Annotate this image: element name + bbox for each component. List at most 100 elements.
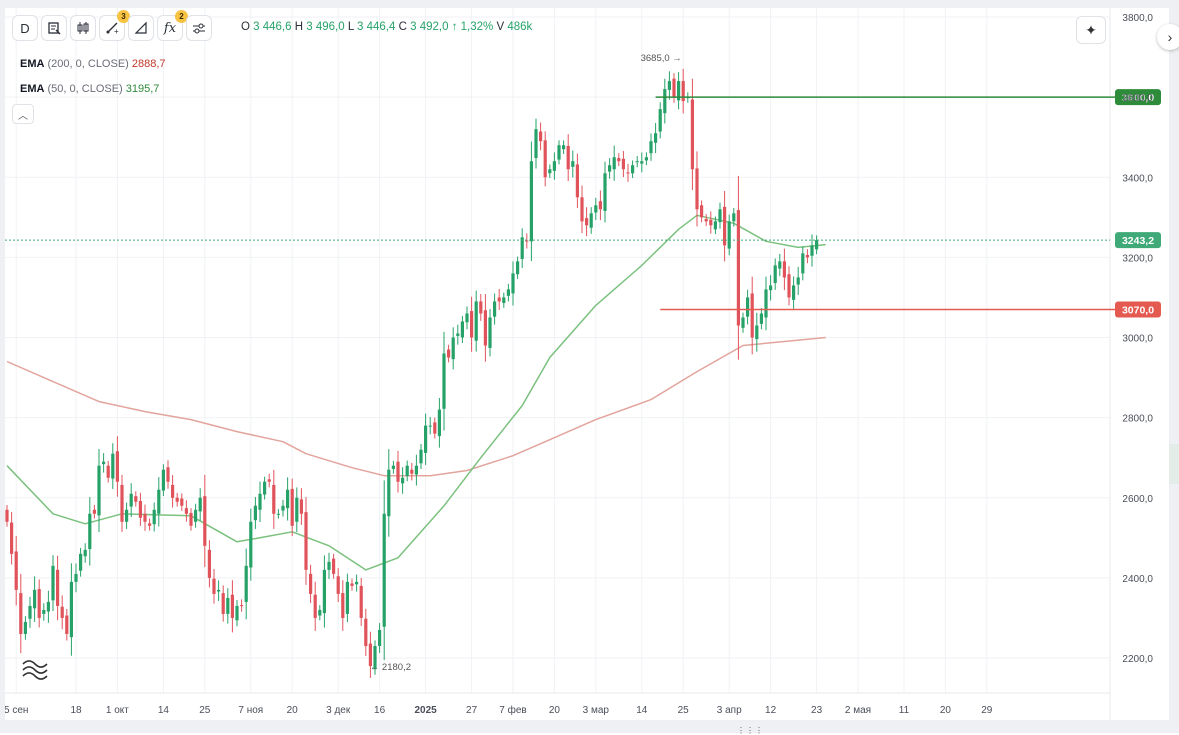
candle-body[interactable] [290,488,294,526]
candle-body[interactable] [240,605,244,607]
candle-body[interactable] [111,453,115,479]
candle-body[interactable] [700,205,704,218]
candle-body[interactable] [557,145,561,160]
candle-body[interactable] [488,317,492,348]
candle-body[interactable] [203,496,207,546]
next-panel-button[interactable]: › [1157,24,1179,50]
candle-body[interactable] [166,467,170,482]
ruler-button[interactable] [128,15,154,41]
candle-body[interactable] [575,164,579,198]
candle-body[interactable] [626,172,630,174]
candle-body[interactable] [106,465,110,478]
candle-body[interactable] [97,465,101,516]
candle-body[interactable] [79,553,83,571]
candlestick-chart[interactable]: 3600,03070,03243,23800,03600,03400,03200… [5,8,1169,720]
candle-body[interactable] [295,497,299,522]
candle-body[interactable] [152,509,156,525]
candle-body[interactable] [272,484,276,514]
candle-body[interactable] [603,173,607,211]
candle-body[interactable] [493,301,497,317]
candle-body[interactable] [125,509,129,522]
candle-body[interactable] [658,109,662,132]
candle-body[interactable] [161,469,165,491]
candle-body[interactable] [88,513,92,550]
candle-body[interactable] [608,165,612,172]
candle-body[interactable] [345,581,349,614]
candle-body[interactable] [621,158,625,170]
candle-body[interactable] [207,549,211,578]
candle-body[interactable] [437,409,441,437]
candle-body[interactable] [134,496,138,502]
side-panel-tab[interactable] [1169,444,1179,484]
candle-body[interactable] [327,561,331,570]
candle-body[interactable] [787,274,791,298]
candle-body[interactable] [263,481,267,495]
candle-body[interactable] [14,551,18,590]
candle-body[interactable] [373,645,377,670]
candle-body[interactable] [194,509,198,522]
candle-body[interactable] [318,609,322,616]
candle-body[interactable] [143,513,147,522]
candle-body[interactable] [713,221,717,230]
candle-body[interactable] [428,425,432,427]
candle-body[interactable] [640,161,644,164]
candle-body[interactable] [566,146,570,170]
ai-sparkle-button[interactable]: ✦ [1076,16,1106,44]
candle-body[interactable] [773,265,777,284]
candle-body[interactable] [741,317,745,328]
candle-body[interactable] [102,461,106,465]
candle-body[interactable] [529,161,533,242]
bar-style-button[interactable] [41,15,67,41]
candle-body[interactable] [304,512,308,570]
candle-body[interactable] [506,289,510,296]
candle-body[interactable] [525,240,529,242]
candle-body[interactable] [746,297,750,317]
candle-body[interactable] [723,206,727,246]
candle-body[interactable] [516,261,520,275]
candle-body[interactable] [276,513,280,515]
candle-body[interactable] [667,81,671,90]
candle-body[interactable] [594,205,598,213]
candle-body[interactable] [313,594,317,618]
candle-body[interactable] [681,81,685,102]
candle-body[interactable] [520,237,524,259]
candle-body[interactable] [534,129,538,159]
candle-body[interactable] [644,157,648,161]
candle-body[interactable] [217,589,221,592]
candle-body[interactable] [157,489,161,514]
candle-body[interactable] [244,565,248,602]
candle-body[interactable] [815,240,819,250]
candle-body[interactable] [364,618,368,646]
candle-body[interactable] [299,499,303,514]
candle-body[interactable] [83,549,87,557]
candles-button[interactable] [70,15,96,41]
candle-body[interactable] [46,601,50,612]
candle-body[interactable] [175,497,179,502]
candle-body[interactable] [539,131,543,142]
candle-body[interactable] [598,201,602,210]
candle-body[interactable] [189,512,193,526]
candle-body[interactable] [571,161,575,167]
candle-body[interactable] [617,158,621,162]
candle-body[interactable] [401,477,405,484]
candle-body[interactable] [502,297,506,304]
candle-body[interactable] [382,513,386,627]
candle-body[interactable] [267,479,271,482]
candle-body[interactable] [704,218,708,222]
candle-body[interactable] [769,285,773,291]
candle-body[interactable] [350,583,354,586]
candle-body[interactable] [479,301,483,314]
candle-body[interactable] [281,505,285,511]
candle-body[interactable] [148,523,152,526]
candle-body[interactable] [552,161,556,171]
candle-body[interactable] [378,629,382,646]
candle-body[interactable] [585,218,589,226]
candle-body[interactable] [212,578,216,594]
candle-body[interactable] [732,213,736,222]
candle-body[interactable] [387,469,391,517]
candle-body[interactable] [10,522,14,554]
candle-body[interactable] [497,297,501,302]
candle-body[interactable] [805,254,809,258]
candle-body[interactable] [764,289,768,318]
candle-body[interactable] [129,493,133,507]
